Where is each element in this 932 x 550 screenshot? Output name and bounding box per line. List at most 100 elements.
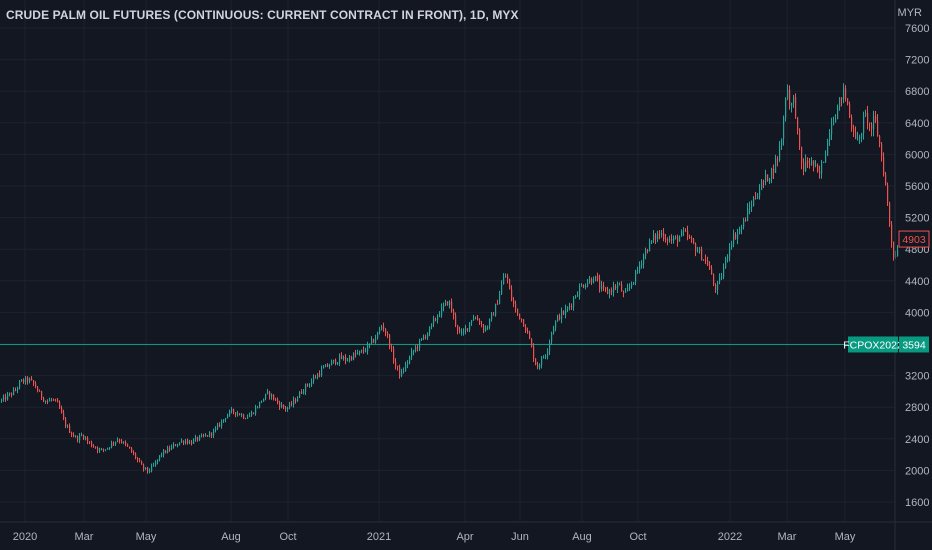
candle-body [355,353,357,355]
candle-body [103,448,105,450]
y-tick-label: 2800 [905,402,929,414]
candle-body [173,444,175,447]
candle-body [663,233,665,240]
candle-body [705,259,707,261]
candle-body [863,115,865,134]
candle-body [671,238,673,241]
candle-body [639,265,641,271]
candle-body [455,315,457,326]
candle-body [263,398,265,402]
candle-body [881,144,883,157]
candles [1,83,899,474]
candle-body [79,435,81,441]
candle-body [659,233,661,235]
reference-price-label: 3594 [902,339,926,351]
candle-body [459,330,461,332]
candle-body [385,328,387,334]
candle-body [727,256,729,259]
candle-body [187,440,189,444]
candle-body [543,357,545,359]
candle-body [789,89,791,106]
candle-body [95,446,97,448]
price-axis[interactable]: 7600720068006400600056005200480044004000… [894,0,929,550]
candle-body [25,377,27,383]
candle-body [361,349,363,351]
candle-body [259,401,261,408]
candle-body [365,351,367,353]
candle-body [623,291,625,293]
candle-body [29,378,31,382]
candle-body [277,399,279,403]
candle-body [323,367,325,369]
candle-body [607,289,609,294]
candle-body [549,341,551,352]
candle-body [359,350,361,353]
candle-body [761,181,763,190]
y-tick-label: 7600 [905,23,929,35]
candle-body [551,332,553,342]
candle-body [847,98,849,105]
candle-body [301,392,303,394]
candle-body [615,286,617,289]
candle-body [39,390,41,392]
candle-body [529,331,531,339]
candle-body [525,326,527,332]
candle-body [655,234,657,240]
candle-body [153,465,155,467]
candle-body [601,285,603,289]
candle-body [231,409,233,411]
candle-body [823,161,825,163]
candle-body [617,284,619,289]
candle-body [205,435,207,437]
candle-body [19,381,21,388]
candle-body [67,425,69,427]
candle-body [665,239,667,241]
candle-body [797,117,799,131]
candle-body [357,352,359,355]
candle-body [151,465,153,472]
candle-body [183,440,185,443]
candle-body [511,289,513,301]
candle-body [403,370,405,372]
candle-body [749,207,751,209]
candle-body [675,236,677,238]
candle-body [133,451,135,454]
x-tick-label: 2021 [367,531,391,543]
candle-body [265,393,267,399]
candle-body [421,338,423,340]
candle-body [75,436,77,438]
candle-body [211,432,213,436]
candle-body [891,224,893,243]
candle-body [393,348,395,362]
reference-name-badge [848,336,898,353]
candle-body [625,290,627,293]
candle-body [457,325,459,331]
candle-body [877,120,879,136]
candle-body [613,286,615,293]
candle-body [795,97,797,118]
candle-body [311,381,313,385]
candle-body [561,311,563,320]
candle-body [179,442,181,445]
candle-body [801,147,803,164]
candle-body [579,286,581,296]
candle-body [331,361,333,366]
candle-body [237,413,239,415]
candle-body [351,356,353,360]
candle-body [743,220,745,227]
candle-body [535,358,537,366]
candle-body [7,394,9,400]
time-axis[interactable]: 2020 Mar May Aug Oct 2021 Apr Jun Aug Oct 2022 Mar M… [0,521,932,543]
candle-body [721,276,723,278]
candle-body [391,347,393,349]
candle-body [91,442,93,447]
candle-body [627,288,629,291]
candle-body [295,399,297,402]
candle-body [513,300,515,304]
candle-body [407,362,409,365]
candle-body [279,402,281,408]
candle-body [293,399,295,405]
candle-body [483,325,485,331]
